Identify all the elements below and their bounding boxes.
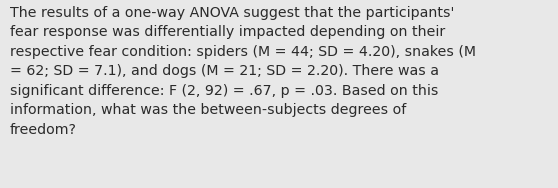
Text: The results of a one-way ANOVA suggest that the participants'
fear response was : The results of a one-way ANOVA suggest t…: [10, 6, 476, 137]
